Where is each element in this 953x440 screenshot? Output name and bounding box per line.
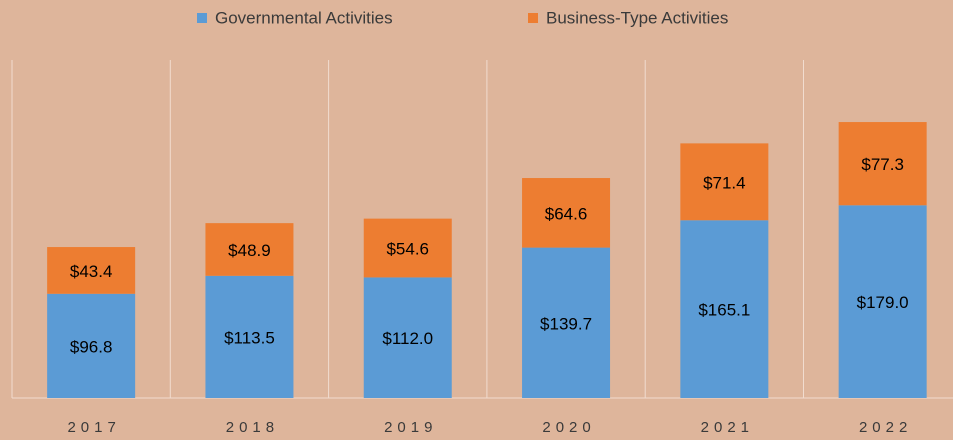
value-label: $71.4	[703, 173, 746, 192]
bar-segment	[47, 247, 136, 294]
bar-segment	[47, 293, 136, 398]
x-tick-label: 2020	[542, 419, 595, 436]
x-tick-label: 2022	[859, 419, 912, 436]
legend-swatch	[197, 13, 207, 23]
x-tick-label: 2018	[226, 419, 279, 436]
x-tick-label: 2017	[67, 419, 120, 436]
x-tick-label: 2021	[701, 419, 754, 436]
value-label: $139.7	[540, 314, 592, 333]
bar-segment	[522, 178, 611, 248]
legend-swatch	[528, 13, 538, 23]
bar-segment	[680, 220, 769, 398]
bar-segment	[363, 277, 452, 398]
value-label: $96.8	[70, 337, 113, 356]
value-label: $112.0	[382, 329, 433, 348]
legend-label: Business-Type Activities	[546, 8, 728, 27]
value-label: $48.9	[228, 241, 271, 260]
bar-segment	[205, 275, 294, 398]
value-label: $113.5	[224, 328, 275, 347]
value-label: $54.6	[386, 240, 429, 259]
value-label: $165.1	[698, 301, 750, 320]
value-label: $179.0	[857, 293, 909, 312]
x-tick-label: 2019	[384, 419, 437, 436]
value-label: $43.4	[70, 262, 113, 281]
bar-segment	[680, 143, 769, 221]
legend-label: Governmental Activities	[215, 8, 393, 27]
bar-segment	[838, 205, 927, 398]
bar-segment	[522, 247, 611, 398]
bar-segment	[363, 218, 452, 278]
bar-segment	[205, 223, 294, 276]
value-label: $77.3	[861, 155, 904, 174]
value-label: $64.6	[545, 204, 588, 223]
bar-segment	[838, 122, 927, 206]
